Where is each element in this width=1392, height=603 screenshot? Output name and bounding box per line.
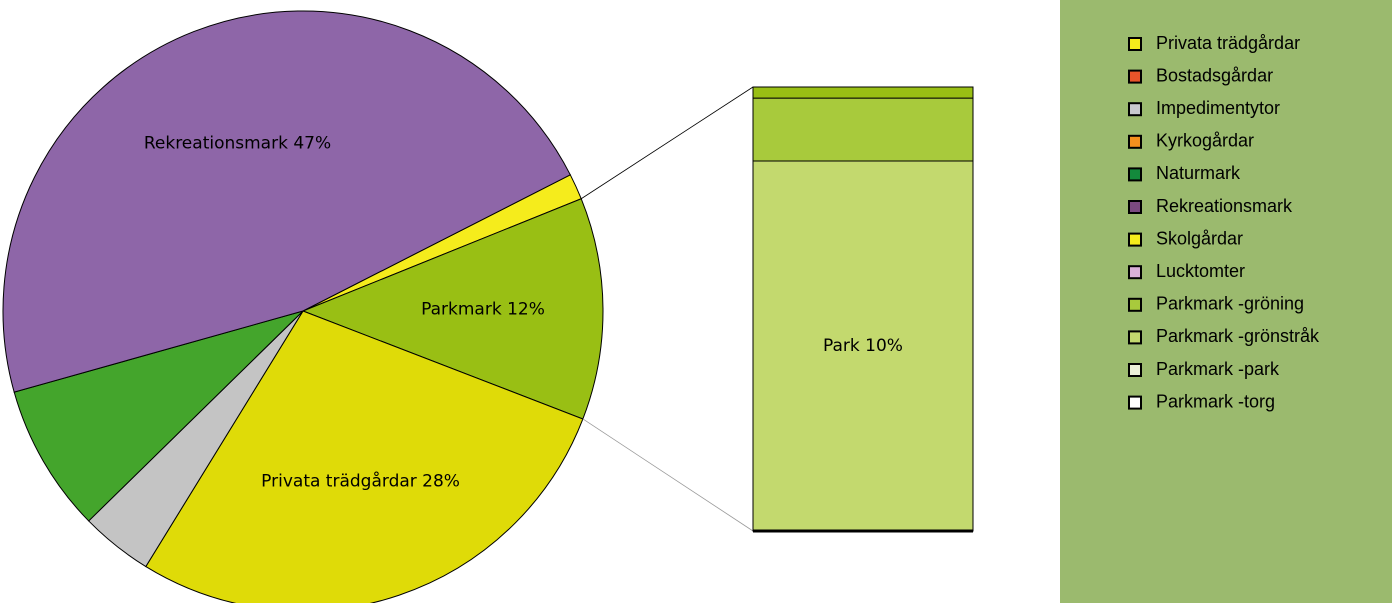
bar-label: Park 10% <box>823 336 903 356</box>
legend-label: Skolgårdar <box>1156 228 1243 248</box>
bar-segment <box>752 86 974 99</box>
legend-label: Privata trädgårdar <box>1156 33 1300 53</box>
legend-swatch <box>1128 69 1142 84</box>
pie-slice <box>2 10 571 393</box>
legend-swatch <box>1128 200 1142 214</box>
pie-slice <box>13 310 304 522</box>
legend-swatch <box>1128 232 1142 247</box>
legend-label: Impedimentytor <box>1156 98 1280 118</box>
slice-label: Parkmark 12% <box>421 300 545 320</box>
legend-swatch <box>1128 102 1142 117</box>
legend-swatch <box>1128 167 1142 182</box>
legend-label: Rekreationsmark <box>1156 196 1293 216</box>
legend: Privata trädgårdar Bostadsgårdar Impedimen… <box>1128 33 1320 411</box>
legend-label: Parkmark -torg <box>1156 391 1275 411</box>
legend-swatch <box>1128 297 1142 312</box>
legend-label: Bostadsgårdar <box>1156 65 1273 85</box>
legend-swatch <box>1128 134 1142 149</box>
legend-label: Lucktomter <box>1156 261 1245 281</box>
connector <box>580 86 754 200</box>
bar-segment <box>752 97 974 162</box>
slice-label: Privata trädgårdar 28% <box>261 471 460 492</box>
legend-label: Parkmark -park <box>1156 359 1280 379</box>
legend-swatch <box>1128 395 1142 410</box>
legend-swatch <box>1128 363 1142 377</box>
legend-box <box>1060 0 1392 603</box>
pie-slice <box>145 310 584 603</box>
legend-swatch <box>1128 330 1142 345</box>
legend-label: Parkmark -grönstråk <box>1156 326 1320 346</box>
pie-slice <box>301 198 604 420</box>
legend-label: Naturmark <box>1156 163 1241 183</box>
legend-swatch <box>1128 37 1142 51</box>
legend-label: Parkmark -gröning <box>1156 294 1304 314</box>
slice-label: Rekreationsmark 47% <box>144 133 331 153</box>
legend-swatch <box>1128 265 1142 280</box>
bar-segment <box>752 160 974 532</box>
connector <box>582 418 754 532</box>
legend-label: Kyrkogårdar <box>1156 131 1254 151</box>
